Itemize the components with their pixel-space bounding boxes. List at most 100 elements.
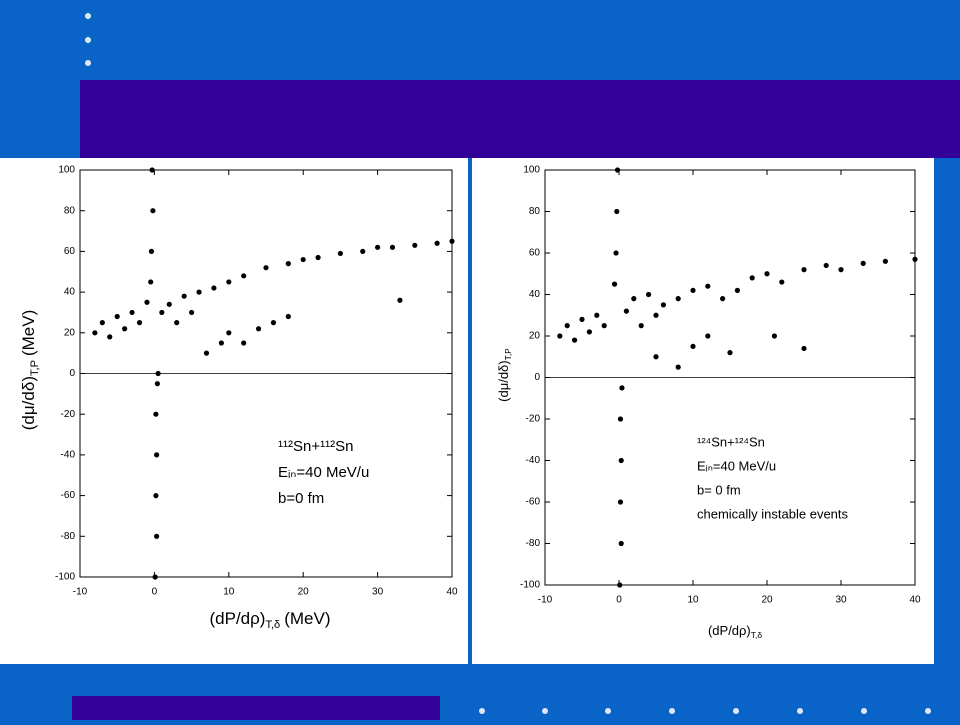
scatter-point xyxy=(226,279,232,285)
axis-label-main: (dP/dρ) xyxy=(708,623,751,638)
scatter-point xyxy=(154,381,160,387)
axis-label-sub: T,δ xyxy=(751,630,763,640)
scatter-point xyxy=(646,291,652,298)
scatter-point xyxy=(152,574,158,580)
bullet-dot xyxy=(85,13,91,19)
scatter-point xyxy=(154,452,160,458)
scatter-point xyxy=(860,260,866,266)
scatter-point xyxy=(114,313,120,320)
scatter-point xyxy=(226,330,232,336)
x-tick-label: 10 xyxy=(223,587,235,598)
scatter-point xyxy=(771,333,778,339)
axis-label-unit: (MeV) xyxy=(19,310,38,356)
y-tick-label: -60 xyxy=(61,490,76,501)
x-tick-label: 30 xyxy=(835,595,847,606)
scatter-point xyxy=(653,354,659,360)
scatter-point xyxy=(557,333,563,339)
y-tick-label: 100 xyxy=(58,165,75,176)
scatter-point xyxy=(734,287,741,293)
scatter-point xyxy=(154,533,160,539)
y-tick-label: -20 xyxy=(61,409,76,420)
y-tick-label: 0 xyxy=(534,372,540,383)
y-tick-label: 40 xyxy=(529,289,541,300)
scatter-point xyxy=(315,254,321,261)
scatter-point xyxy=(99,320,105,326)
scatter-point xyxy=(912,256,918,262)
x-axis-label: (dP/dρ)T,δ xyxy=(708,623,762,640)
scatter-point xyxy=(705,333,711,339)
scatter-point xyxy=(181,293,187,299)
x-tick-label: 20 xyxy=(761,595,773,606)
y-tick-label: -100 xyxy=(520,580,540,591)
axis-label-main: (dP/dρ) xyxy=(210,609,266,628)
panel xyxy=(0,158,468,664)
scatter-point xyxy=(241,340,247,346)
scatter-point xyxy=(660,302,667,308)
annotation: ¹¹²Sn+¹¹²Sn xyxy=(278,438,353,455)
scatter-point xyxy=(618,457,624,464)
scatter-point xyxy=(149,167,155,173)
axis-label-main: (dμ/dδ) xyxy=(19,376,38,430)
y-tick-label: -40 xyxy=(526,455,541,466)
scatter-point xyxy=(613,250,619,256)
scatter-point xyxy=(337,250,343,257)
x-tick-label: 10 xyxy=(687,595,699,606)
y-tick-label: 80 xyxy=(529,206,541,217)
scatter-point xyxy=(375,244,381,250)
annotation: b=0 fm xyxy=(278,490,324,507)
scatter-point xyxy=(285,261,291,267)
y-tick-label: -80 xyxy=(61,531,76,542)
y-tick-label: 60 xyxy=(64,246,76,257)
scatter-point xyxy=(189,309,195,316)
scatter-point xyxy=(129,309,135,316)
scatter-point xyxy=(690,287,696,293)
scatter-point xyxy=(155,370,161,377)
scatter-point xyxy=(749,275,755,281)
y-tick-label: 20 xyxy=(529,331,541,342)
scatter-point xyxy=(611,281,618,287)
scatter-point xyxy=(675,364,681,370)
y-tick-label: -40 xyxy=(61,450,76,461)
scatter-point xyxy=(263,265,269,271)
scatter-point xyxy=(159,309,165,316)
scatter-point xyxy=(389,244,396,250)
x-tick-label: 0 xyxy=(616,595,622,606)
scatter-point xyxy=(764,271,770,277)
x-tick-label: -10 xyxy=(538,595,553,606)
axis-label-main: (dμ/dδ) xyxy=(496,360,511,401)
x-tick-label: 20 xyxy=(298,587,310,598)
scatter-point xyxy=(801,345,807,352)
scatter-point xyxy=(601,323,607,329)
scatter-point xyxy=(107,334,113,340)
scatter-point xyxy=(801,267,807,273)
y-tick-label: -100 xyxy=(55,572,75,583)
scatter-point xyxy=(838,267,844,273)
panel xyxy=(472,158,934,664)
scatter-point xyxy=(638,323,644,329)
scatter-point xyxy=(617,416,624,422)
scatter-point xyxy=(211,285,217,291)
scatter-point xyxy=(586,329,593,335)
annotation: chemically instable events xyxy=(697,506,849,521)
scatter-point xyxy=(572,337,578,343)
x-tick-label: 30 xyxy=(372,587,384,598)
axis-label-sub: T,P xyxy=(503,348,513,361)
scatter-point xyxy=(653,312,659,318)
scatter-point xyxy=(150,208,156,214)
scatter-point xyxy=(882,258,889,264)
scatter-point xyxy=(619,385,625,391)
footer-dots xyxy=(479,708,931,714)
scatter-point xyxy=(434,240,440,246)
scatter-point xyxy=(144,299,150,305)
scatter-point xyxy=(449,238,455,244)
scatter-point xyxy=(153,411,159,417)
scatter-point xyxy=(148,279,154,285)
scatter-point xyxy=(823,262,829,269)
scatter-point xyxy=(136,320,143,326)
scatter-point xyxy=(690,343,696,349)
y-tick-label: -20 xyxy=(526,414,541,425)
scatter-point xyxy=(675,296,681,302)
scatter-point xyxy=(285,313,291,320)
